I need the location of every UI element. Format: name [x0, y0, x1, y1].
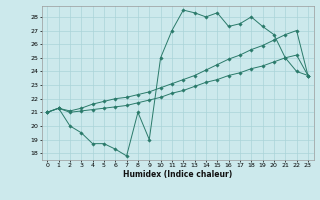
- X-axis label: Humidex (Indice chaleur): Humidex (Indice chaleur): [123, 170, 232, 179]
